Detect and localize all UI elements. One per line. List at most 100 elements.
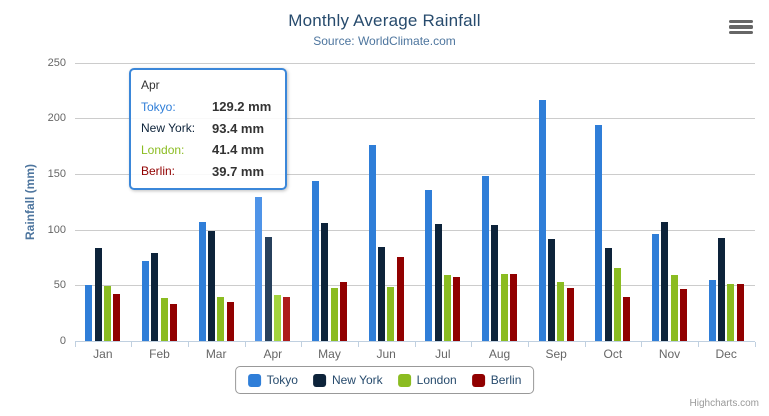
bar-new-york-aug[interactable]: [491, 224, 499, 341]
hamburger-icon: [729, 25, 753, 29]
bar-new-york-jun[interactable]: [377, 246, 385, 341]
bar-london-jan[interactable]: [104, 286, 112, 341]
y-axis-tick-label: 250: [47, 56, 66, 69]
tooltip-series-label: Berlin:: [141, 164, 176, 179]
bar-london-apr[interactable]: [274, 294, 282, 341]
bar-berlin-aug[interactable]: [510, 273, 518, 341]
bar-tokyo-jul[interactable]: [425, 189, 433, 341]
bar-tokyo-sep[interactable]: [538, 100, 546, 341]
x-axis-tick: [357, 341, 359, 347]
gridline: [74, 285, 755, 287]
bar-berlin-feb[interactable]: [170, 303, 178, 341]
bar-tokyo-mar[interactable]: [198, 222, 206, 341]
bar-tokyo-apr[interactable]: [255, 197, 263, 341]
bar-london-dec[interactable]: [727, 283, 735, 341]
highcharts-credits-link[interactable]: Highcharts.com: [689, 398, 759, 409]
tooltip-row: Berlin: 39.7 mm: [141, 161, 275, 183]
x-axis-label-aug: Aug: [488, 346, 511, 361]
hamburger-icon: [729, 30, 753, 35]
bar-tokyo-feb[interactable]: [141, 261, 149, 341]
bar-london-may[interactable]: [330, 288, 338, 341]
y-axis-tick-label: 100: [47, 223, 66, 236]
bar-berlin-jun[interactable]: [396, 256, 404, 341]
y-axis-tick-label: 150: [47, 167, 66, 180]
bar-berlin-dec[interactable]: [736, 283, 744, 341]
legend-item-berlin[interactable]: Berlin: [471, 373, 522, 387]
x-axis-label-jul: Jul: [435, 346, 451, 361]
bar-new-york-jan[interactable]: [94, 247, 102, 341]
y-axis-tick-label: 0: [59, 334, 66, 347]
legend-swatch-icon: [397, 373, 411, 387]
bar-tokyo-jan[interactable]: [85, 285, 93, 341]
bar-london-feb[interactable]: [160, 297, 168, 341]
bar-tokyo-oct[interactable]: [595, 124, 603, 341]
x-axis-tick: [131, 341, 133, 347]
bar-london-sep[interactable]: [557, 282, 565, 341]
tooltip-series-label: Tokyo:: [141, 99, 176, 114]
bar-new-york-may[interactable]: [321, 222, 329, 341]
hamburger-icon: [729, 19, 753, 24]
bar-london-jun[interactable]: [387, 286, 395, 341]
tooltip-row: London: 41.4 mm: [141, 139, 275, 161]
bar-london-oct[interactable]: [614, 268, 622, 341]
bar-new-york-jul[interactable]: [434, 223, 442, 341]
x-axis-label-apr: Apr: [263, 346, 283, 361]
bar-tokyo-dec[interactable]: [708, 280, 716, 341]
bar-new-york-mar[interactable]: [207, 231, 215, 341]
bar-new-york-apr[interactable]: [264, 236, 272, 341]
tooltip-series-value: 93.4 mm: [212, 120, 265, 136]
legend-item-london[interactable]: London: [397, 373, 457, 387]
legend-label: Berlin: [490, 373, 522, 387]
x-axis-tick: [471, 341, 473, 347]
bar-berlin-apr[interactable]: [283, 296, 291, 341]
gridline: [74, 62, 755, 64]
gridline: [74, 118, 755, 120]
bar-berlin-jul[interactable]: [453, 276, 461, 341]
bar-berlin-jan[interactable]: [113, 293, 121, 341]
x-axis-tick: [697, 341, 699, 347]
x-axis-tick: [584, 341, 586, 347]
bar-new-york-nov[interactable]: [661, 222, 669, 341]
bar-tokyo-jun[interactable]: [368, 144, 376, 341]
tooltip-category: Apr: [141, 78, 160, 92]
bar-new-york-dec[interactable]: [717, 238, 725, 341]
bar-tokyo-aug[interactable]: [481, 175, 489, 341]
bar-london-mar[interactable]: [217, 296, 225, 341]
tooltip-series-value: 41.4 mm: [212, 142, 265, 158]
x-axis-line: [74, 340, 755, 342]
bar-london-nov[interactable]: [670, 274, 678, 341]
x-axis-label-dec: Dec: [715, 346, 737, 361]
gridline: [74, 173, 755, 175]
bar-new-york-sep[interactable]: [547, 239, 555, 341]
gridline: [74, 229, 755, 231]
bar-tokyo-may[interactable]: [311, 180, 319, 341]
legend-item-new-york[interactable]: New York: [312, 373, 383, 387]
legend: Tokyo New York London Berlin: [234, 366, 535, 394]
bar-tokyo-nov[interactable]: [651, 234, 659, 341]
y-axis-tick-label: 200: [47, 112, 66, 125]
bar-berlin-may[interactable]: [340, 282, 348, 341]
x-axis-tick: [301, 341, 303, 347]
export-menu-button[interactable]: [726, 14, 756, 40]
legend-swatch-icon: [312, 373, 326, 387]
tooltip-row: Tokyo: 129.2 mm: [141, 96, 275, 118]
x-axis-label-nov: Nov: [658, 346, 681, 361]
legend-item-tokyo[interactable]: Tokyo: [247, 373, 298, 387]
legend-swatch-icon: [247, 373, 261, 387]
bar-berlin-nov[interactable]: [680, 288, 688, 341]
bar-berlin-sep[interactable]: [566, 287, 574, 341]
bar-new-york-feb[interactable]: [151, 253, 159, 341]
x-axis-tick: [187, 341, 189, 347]
chart-title: Monthly Average Rainfall: [288, 11, 481, 30]
x-axis-label-mar: Mar: [205, 346, 227, 361]
legend-label: New York: [331, 373, 383, 387]
bar-london-jul[interactable]: [444, 275, 452, 341]
bar-new-york-oct[interactable]: [604, 247, 612, 341]
tooltip-series-label: New York:: [141, 121, 196, 136]
bar-london-aug[interactable]: [500, 274, 508, 341]
legend-label: Tokyo: [266, 373, 298, 387]
bar-berlin-mar[interactable]: [226, 302, 234, 341]
x-axis-label-may: May: [318, 346, 341, 361]
x-axis-tick: [74, 341, 76, 347]
bar-berlin-oct[interactable]: [623, 297, 631, 341]
